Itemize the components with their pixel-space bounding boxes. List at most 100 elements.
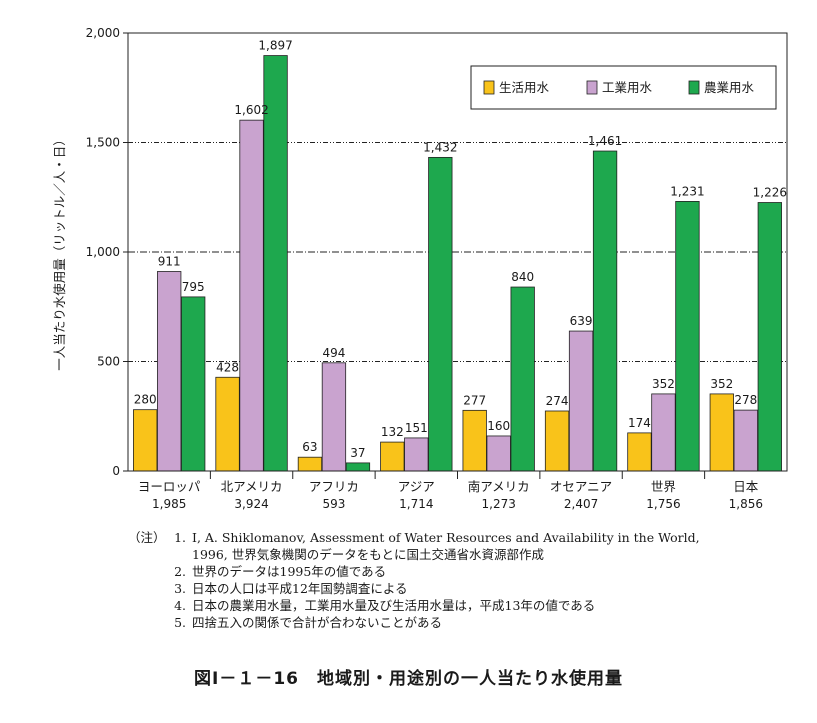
data-label: 63 bbox=[302, 440, 317, 454]
data-label: 795 bbox=[182, 280, 205, 294]
data-label: 1,461 bbox=[588, 134, 622, 148]
x-category-label: ヨーロッパ bbox=[138, 479, 201, 494]
bar bbox=[675, 201, 700, 472]
note-number: 1. bbox=[174, 530, 186, 545]
data-label: 1,432 bbox=[423, 140, 457, 154]
bar bbox=[510, 286, 535, 472]
x-category-total: 1,714 bbox=[399, 497, 433, 511]
note-number bbox=[168, 546, 186, 563]
data-label: 280 bbox=[134, 393, 157, 407]
legend-swatch bbox=[483, 80, 495, 95]
bar bbox=[133, 409, 158, 472]
note-text: 1996, 世界気象機関のデータをもとに国土交通省水資源部作成 bbox=[192, 547, 545, 562]
bar bbox=[345, 462, 371, 472]
data-label: 174 bbox=[628, 416, 651, 430]
bar bbox=[380, 441, 405, 472]
data-label: 352 bbox=[652, 377, 675, 391]
bar bbox=[297, 456, 323, 472]
bar bbox=[215, 376, 240, 472]
bar bbox=[757, 202, 782, 472]
y-tick-label: 2,000 bbox=[86, 26, 120, 40]
data-label: 1,231 bbox=[670, 184, 704, 198]
data-label: 840 bbox=[511, 270, 534, 284]
data-label: 37 bbox=[350, 446, 365, 460]
legend: 生活用水 工業用水 農業用水 bbox=[470, 65, 777, 110]
bars bbox=[133, 55, 782, 472]
legend-swatch bbox=[586, 80, 598, 95]
data-label: 428 bbox=[216, 360, 239, 374]
axes: 0 500 1,000 1,500 2,000 一人当たり水使用量（リットル／人・日） ヨー… bbox=[52, 26, 788, 511]
note-row: （注） 1. I, A. Shiklomanov, Assessment of … bbox=[128, 529, 788, 546]
legend-swatch bbox=[688, 80, 700, 95]
x-category-label: アフリカ bbox=[309, 479, 359, 494]
note-number: 2. bbox=[174, 564, 186, 579]
data-label: 132 bbox=[381, 425, 404, 439]
data-label: 639 bbox=[570, 314, 593, 328]
note-row: 2. 世界のデータは1995年の値である bbox=[128, 563, 788, 580]
note-row: 4. 日本の農業用水量，工業用水量及び生活用水量は，平成13年の値である bbox=[128, 597, 788, 614]
note-number: 3. bbox=[174, 581, 186, 596]
data-label: 352 bbox=[710, 377, 733, 391]
bar bbox=[239, 119, 264, 472]
bar bbox=[627, 432, 652, 472]
note-row: 5. 四捨五入の関係で合計が合わないことがある bbox=[128, 614, 788, 631]
data-label: 494 bbox=[322, 346, 345, 360]
data-label: 277 bbox=[463, 393, 486, 407]
x-category-total: 1,856 bbox=[729, 497, 763, 511]
data-label: 1,226 bbox=[753, 186, 787, 200]
bar bbox=[428, 156, 453, 472]
bar bbox=[544, 410, 570, 472]
note-number: 5. bbox=[174, 615, 186, 630]
note-row: 3. 日本の人口は平成12年国勢調査による bbox=[128, 580, 788, 597]
bar bbox=[568, 330, 594, 472]
bar bbox=[181, 296, 206, 472]
bar bbox=[462, 409, 487, 472]
data-label: 160 bbox=[487, 419, 510, 433]
x-category-total: 3,924 bbox=[234, 497, 268, 511]
data-label: 1,897 bbox=[258, 39, 292, 53]
x-category-total: 1,756 bbox=[646, 497, 680, 511]
x-category-label: 北アメリカ bbox=[221, 479, 283, 494]
legend-box bbox=[470, 65, 777, 110]
note-text: 世界のデータは1995年の値である bbox=[192, 564, 387, 579]
notes: （注） 1. I, A. Shiklomanov, Assessment of … bbox=[128, 529, 788, 631]
bar bbox=[157, 271, 182, 472]
legend-label: 工業用水 bbox=[602, 80, 653, 95]
x-category-total: 1,985 bbox=[152, 497, 186, 511]
note-text: 日本の人口は平成12年国勢調査による bbox=[192, 581, 408, 596]
data-label: 911 bbox=[158, 254, 181, 268]
x-category-total: 2,407 bbox=[564, 497, 598, 511]
note-number: 4. bbox=[174, 598, 186, 613]
bar bbox=[709, 393, 734, 472]
notes-prefix: （注） bbox=[128, 530, 166, 545]
note-text: 日本の農業用水量，工業用水量及び生活用水量は，平成13年の値である bbox=[192, 598, 596, 613]
bar bbox=[651, 393, 676, 472]
bar bbox=[733, 409, 758, 472]
x-category-label: アジア bbox=[398, 479, 435, 494]
bar bbox=[404, 437, 429, 472]
x-category-total: 593 bbox=[322, 497, 345, 511]
y-tick-label: 0 bbox=[112, 464, 120, 478]
x-category-label: 南アメリカ bbox=[468, 479, 530, 494]
bar bbox=[321, 362, 347, 472]
note-row: 1996, 世界気象機関のデータをもとに国土交通省水資源部作成 bbox=[128, 546, 788, 563]
x-category-total: 1,273 bbox=[482, 497, 516, 511]
legend-label: 生活用水 bbox=[499, 80, 550, 95]
y-tick-label: 1,000 bbox=[86, 245, 120, 259]
bar bbox=[486, 435, 511, 472]
data-label: 1,602 bbox=[234, 103, 268, 117]
figure-caption: 図Ⅰ－１－16 地域別・用途別の一人当たり水使用量 bbox=[194, 669, 623, 689]
data-label: 151 bbox=[405, 421, 428, 435]
x-category-label: 日本 bbox=[733, 479, 759, 494]
legend-label: 農業用水 bbox=[704, 80, 755, 95]
note-text: I, A. Shiklomanov, Assessment of Water R… bbox=[192, 530, 700, 545]
y-tick-label: 1,500 bbox=[86, 136, 120, 150]
x-category-label: 世界 bbox=[651, 479, 677, 494]
bar bbox=[592, 150, 618, 472]
data-label: 278 bbox=[734, 393, 757, 407]
note-text: 四捨五入の関係で合計が合わないことがある bbox=[192, 615, 443, 630]
x-category-label: オセアニア bbox=[550, 479, 612, 494]
bar bbox=[263, 55, 288, 472]
